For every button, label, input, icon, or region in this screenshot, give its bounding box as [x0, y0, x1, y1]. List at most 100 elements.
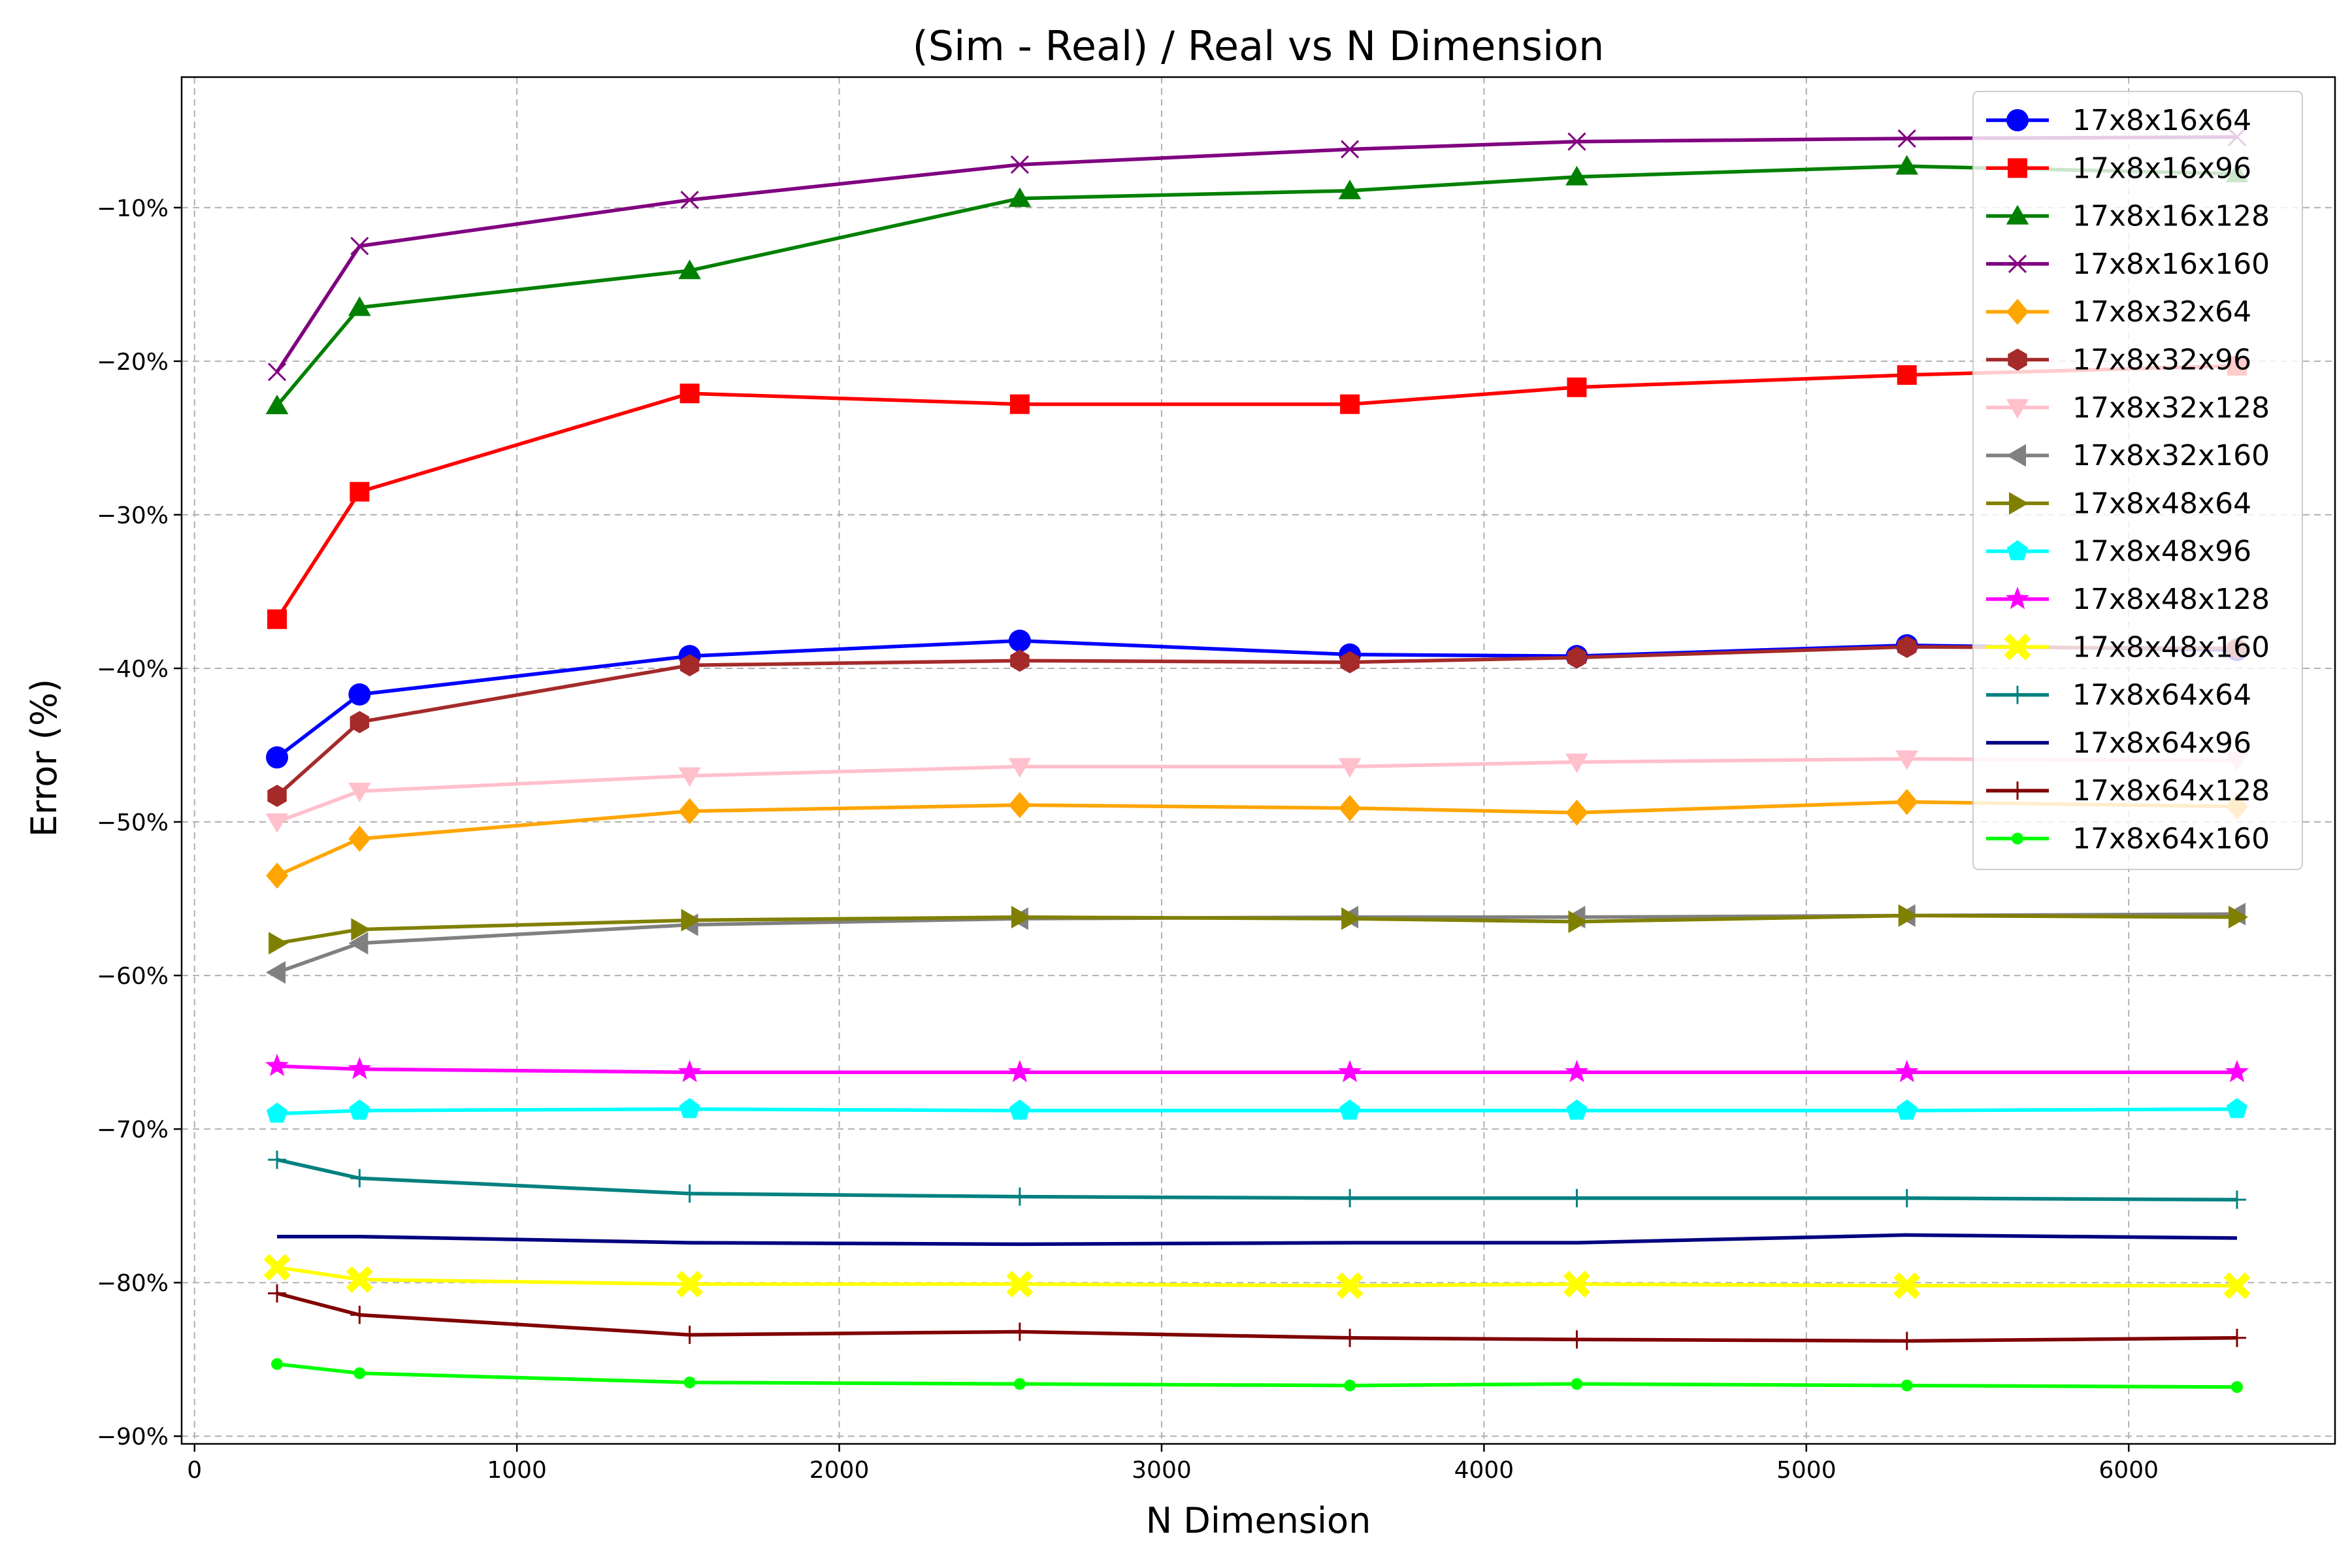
data-point	[1007, 1060, 1032, 1083]
legend-marker	[2008, 158, 2027, 178]
x-tick-label: 4000	[1454, 1457, 1514, 1484]
legend-item: 17x8x16x128	[1986, 200, 2270, 233]
chart-title: (Sim - Real) / Real vs N Dimension	[913, 22, 1605, 70]
data-point	[348, 932, 368, 955]
legend-item: 17x8x32x64	[1986, 295, 2251, 329]
series-17x8x48x64	[269, 904, 2248, 955]
data-point	[266, 1102, 288, 1123]
y-tick-label: −50%	[97, 809, 169, 836]
data-point	[1341, 1188, 1360, 1207]
data-point	[679, 384, 700, 404]
data-point	[350, 482, 370, 502]
data-point	[1009, 394, 1030, 414]
data-point	[1895, 155, 1919, 175]
legend-item: 17x8x64x64	[1986, 679, 2251, 712]
legend-marker	[2005, 587, 2030, 610]
legend-label: 17x8x48x64	[2072, 487, 2251, 520]
series-line	[276, 913, 2238, 945]
legend-item: 17x8x48x160	[1986, 630, 2270, 664]
data-point	[353, 1367, 366, 1379]
data-point	[348, 1056, 372, 1079]
legend-label: 17x8x32x64	[2072, 295, 2251, 329]
data-point	[1568, 910, 1588, 934]
data-point	[1896, 1099, 1918, 1120]
data-point	[1011, 906, 1031, 929]
data-point	[1565, 753, 1588, 774]
data-point	[1341, 1328, 1360, 1347]
data-point	[266, 961, 286, 984]
data-point	[679, 654, 700, 677]
data-point	[1008, 792, 1031, 819]
axes-ticks: 0 1000 2000 3000 4000 5000 6000 −90% −80% −70% −60…	[97, 195, 2159, 1484]
data-point	[680, 1326, 699, 1345]
data-point	[348, 296, 371, 316]
series-line	[275, 135, 2238, 373]
data-point	[1010, 1322, 1029, 1341]
data-point	[348, 825, 371, 852]
data-point	[350, 1169, 369, 1188]
x-tick-label: 5000	[1776, 1457, 1837, 1484]
data-point	[2229, 906, 2248, 929]
data-point	[2228, 1190, 2247, 1209]
legend-marker	[2004, 633, 2031, 661]
legend-marker	[2008, 685, 2027, 704]
legend-item: 17x8x48x96	[1986, 535, 2251, 568]
data-point	[1895, 789, 1918, 815]
series-line	[275, 364, 2238, 621]
x-axis-title: N Dimension	[1146, 1500, 1371, 1541]
legend-label: 17x8x32x96	[2072, 344, 2251, 377]
data-point	[1344, 1379, 1356, 1392]
legend-marker	[2006, 204, 2029, 225]
y-tick-label: −60%	[97, 963, 169, 990]
data-point	[1338, 758, 1362, 778]
data-point	[351, 918, 371, 941]
data-point	[1339, 794, 1362, 821]
data-point	[676, 1271, 704, 1298]
data-point	[265, 813, 289, 833]
data-point	[1565, 799, 1588, 826]
data-point	[348, 783, 371, 802]
series-17x8x48x160	[263, 1254, 2251, 1299]
data-point	[1567, 377, 1587, 397]
data-point	[2223, 1272, 2251, 1299]
x-tick-label: 3000	[1132, 1457, 1192, 1484]
series-line	[276, 1362, 2238, 1389]
data-point	[271, 1358, 284, 1370]
data-point	[1897, 636, 1917, 659]
y-tick-label: −30%	[97, 502, 169, 529]
legend-label: 17x8x64x160	[2072, 823, 2270, 856]
data-point	[267, 609, 287, 629]
legend-label: 17x8x48x160	[2072, 630, 2270, 664]
data-point	[349, 1099, 370, 1120]
data-point	[350, 1305, 369, 1324]
legend-item: 17x8x32x128	[1986, 391, 2270, 425]
legend-item: 17x8x32x160	[1986, 439, 2270, 472]
data-point	[268, 1151, 287, 1169]
data-point	[2228, 1328, 2247, 1347]
data-point	[1898, 904, 1918, 927]
legend-label: 17x8x64x96	[2072, 727, 2251, 760]
data-point	[263, 1254, 291, 1281]
series-line	[277, 1233, 2238, 1247]
series-line	[276, 1158, 2238, 1202]
y-tick-label: −40%	[97, 656, 169, 683]
data-point	[1338, 1060, 1362, 1083]
data-point	[683, 1376, 696, 1388]
data-point	[678, 1060, 702, 1083]
data-point	[1897, 365, 1917, 385]
legend-item: 17x8x16x96	[1986, 152, 2251, 185]
data-point	[266, 746, 289, 769]
legend-item: 17x8x16x64	[1986, 104, 2251, 137]
data-point	[1567, 1330, 1586, 1349]
data-point	[1340, 651, 1360, 674]
data-point	[1565, 1060, 1589, 1083]
data-point	[350, 711, 370, 734]
data-point	[680, 190, 699, 210]
data-point	[346, 1266, 373, 1293]
series-17x8x64x160	[271, 1358, 2244, 1394]
data-point	[1895, 1060, 1919, 1083]
data-point	[1013, 1378, 1026, 1390]
data-point	[350, 237, 369, 255]
data-point	[1340, 394, 1360, 414]
series-17x8x16x96	[267, 355, 2247, 629]
